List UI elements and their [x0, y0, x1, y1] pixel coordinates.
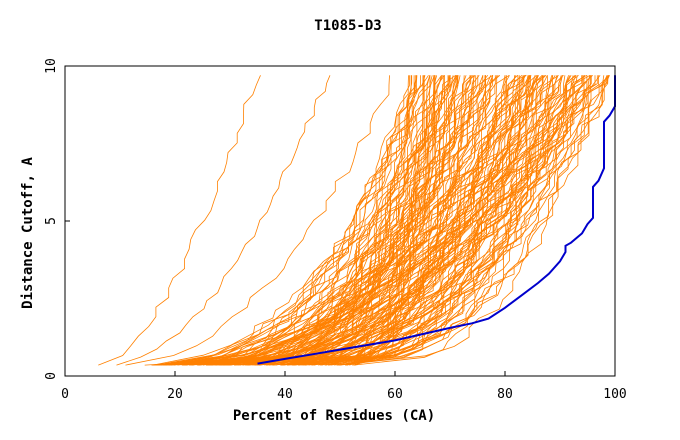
model-curve [196, 75, 608, 366]
highlight-line [257, 75, 616, 365]
model-curve [302, 75, 592, 366]
model-curve [98, 75, 261, 366]
model-curve [170, 75, 479, 366]
model-curve [217, 75, 429, 366]
model-curve [327, 75, 498, 366]
model-curve [125, 75, 390, 366]
model-curve [208, 75, 445, 366]
model-curve [227, 75, 548, 366]
model-curve [206, 75, 585, 366]
model-curve [163, 75, 572, 366]
model-curve [293, 75, 610, 366]
model-curve [259, 75, 584, 366]
model-curve [247, 75, 539, 366]
model-curve [158, 75, 486, 366]
model-curve [318, 75, 458, 366]
model-curve [215, 75, 591, 366]
model-curve [352, 75, 562, 366]
model-curve [165, 75, 474, 366]
model-curve [185, 75, 537, 366]
y-axis-title: Distance Cutoff, A [20, 157, 36, 309]
model-curve [339, 75, 465, 366]
model-curve [257, 75, 435, 366]
model-curve [161, 75, 457, 366]
model-curve [286, 75, 592, 366]
model-curve [226, 75, 435, 366]
x-tick-label: 60 [387, 387, 403, 402]
x-tick-label: 0 [61, 387, 69, 402]
model-curve [227, 75, 599, 366]
model-curve [242, 75, 529, 366]
chart-title: T1085-D3 [314, 18, 381, 34]
model-curve [353, 75, 539, 366]
x-tick-label: 20 [167, 387, 183, 402]
x-tick-label: 100 [603, 387, 626, 402]
model-curve [155, 75, 520, 366]
model-curve [116, 75, 331, 366]
y-tick-label: 0 [44, 372, 59, 380]
model-curve [188, 75, 471, 366]
model-curve [264, 75, 449, 366]
model-curve [160, 75, 593, 366]
model-curve [254, 75, 418, 366]
model-curve [320, 75, 608, 366]
model-curve [255, 75, 433, 366]
x-tick-label: 40 [277, 387, 293, 402]
y-axis-ticks: 0 5 10 [44, 58, 70, 380]
x-tick-label: 80 [497, 387, 513, 402]
x-axis-ticks: 0 20 40 60 80 100 [61, 371, 627, 402]
model-curve [220, 74, 559, 366]
highlight-curve [257, 75, 616, 365]
model-curve [219, 75, 598, 366]
model-curve [313, 75, 524, 366]
model-curve [222, 74, 527, 366]
model-curve [353, 75, 559, 366]
model-curve [293, 75, 480, 366]
model-curve [209, 75, 415, 366]
model-curve [290, 75, 417, 366]
y-tick-label: 5 [44, 217, 59, 225]
model-curve [293, 74, 586, 366]
model-curve [346, 75, 553, 366]
model-curve [192, 75, 426, 366]
x-axis-title: Percent of Residues (CA) [233, 408, 435, 424]
model-lines [98, 74, 610, 366]
model-curve [156, 75, 431, 366]
model-curve [211, 75, 486, 366]
model-curve [223, 75, 501, 366]
model-curve [182, 75, 564, 366]
model-curve [229, 75, 518, 366]
model-curve [311, 75, 574, 366]
model-curve [244, 75, 459, 366]
model-curve [163, 74, 577, 366]
y-tick-label: 10 [44, 58, 59, 74]
model-curve [210, 75, 601, 366]
model-curve [225, 75, 409, 366]
model-curve [329, 75, 486, 366]
